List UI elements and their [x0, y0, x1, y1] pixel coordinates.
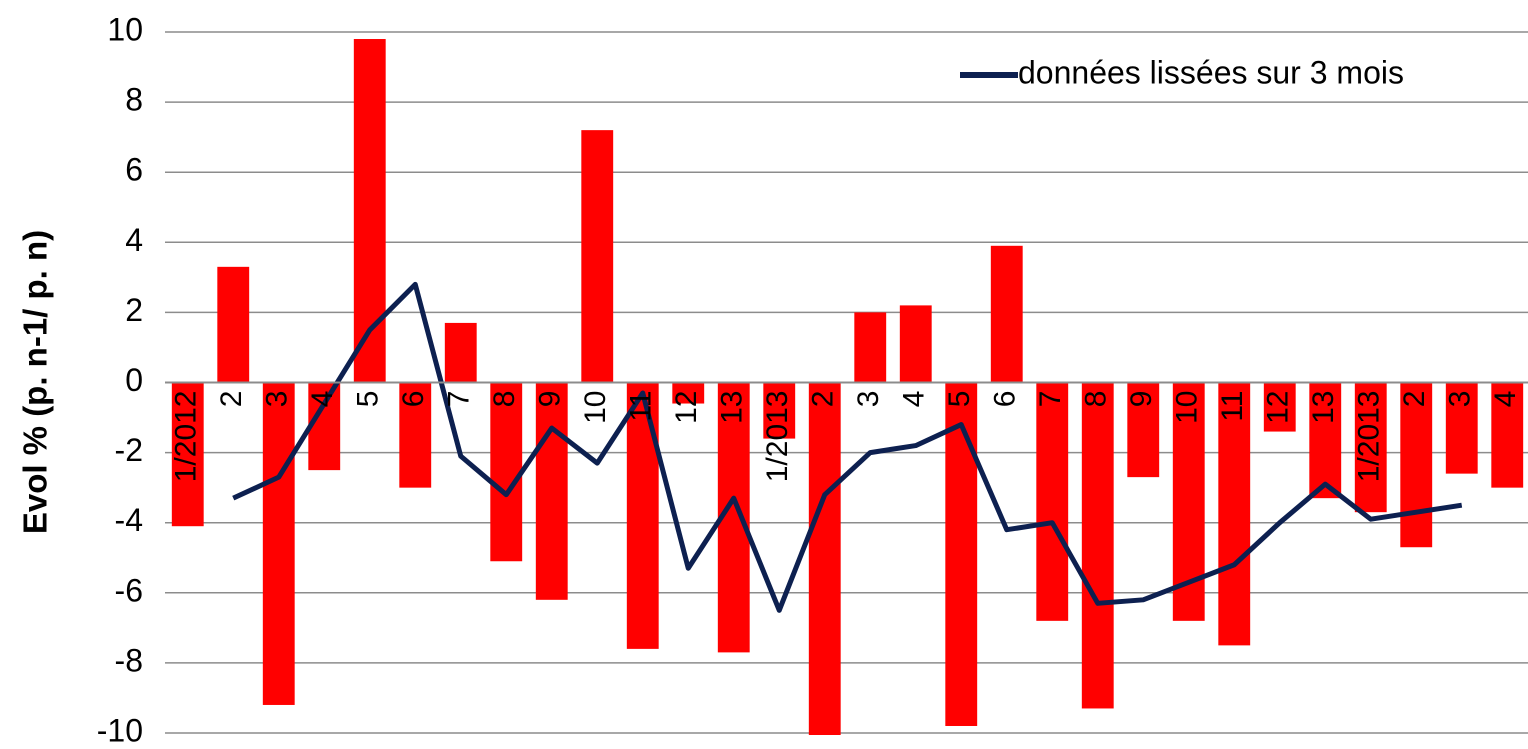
y-tick-label: 0	[125, 362, 143, 398]
x-tick-label: 10	[1171, 391, 1204, 424]
x-tick-label: 11	[1216, 391, 1249, 422]
bar	[1036, 382, 1069, 621]
x-tick-label: 2	[807, 391, 840, 408]
x-tick-label: 13	[716, 391, 749, 424]
bar	[808, 382, 841, 735]
y-tick-label: 2	[125, 292, 143, 328]
bar	[1309, 382, 1342, 499]
y-tick-label: 6	[125, 152, 143, 188]
x-tick-label: 8	[1080, 391, 1113, 408]
bar	[399, 382, 432, 488]
x-tick-label: 2	[1398, 391, 1431, 408]
x-tick-label: 3	[261, 391, 294, 408]
y-tick-label: -10	[97, 712, 143, 748]
bar	[490, 382, 523, 562]
bar	[1400, 382, 1433, 548]
x-tick-label: 10	[579, 391, 612, 424]
bar	[262, 382, 295, 705]
x-tick-label: 6	[989, 391, 1022, 408]
x-tick-label: 12	[670, 391, 703, 424]
x-tick-label: 7	[1034, 391, 1067, 408]
x-tick-label: 4	[898, 391, 931, 408]
x-tick-label: 9	[534, 391, 567, 408]
bar	[899, 305, 932, 383]
x-tick-label: 3	[1444, 391, 1477, 408]
y-tick-label: 8	[125, 82, 143, 118]
x-tick-label: 7	[443, 391, 476, 408]
plot	[171, 39, 1524, 735]
bar	[171, 382, 204, 527]
bar	[945, 382, 978, 726]
bar	[444, 322, 477, 383]
x-tick-label: 2	[215, 391, 248, 408]
x-tick-label: 1/2013	[1353, 391, 1386, 483]
bar	[990, 245, 1023, 383]
bar	[1445, 382, 1478, 474]
x-tick-label: 13	[1307, 391, 1340, 424]
y-tick-label: -6	[115, 572, 143, 608]
legend-label: données lissées sur 3 mois	[1018, 54, 1404, 90]
bar	[1218, 382, 1251, 646]
y-tick-label: 4	[125, 222, 143, 258]
y-tick-label: -8	[115, 642, 143, 678]
x-tick-label: 1/2012	[170, 391, 203, 483]
x-tick-label: 6	[397, 391, 430, 408]
bar	[1263, 382, 1296, 432]
y-axis-label: Evol % (p. n-1/ p. n)	[17, 230, 54, 534]
bar	[1491, 382, 1524, 488]
bar	[353, 39, 386, 383]
x-tick-label: 11	[625, 391, 658, 422]
bar	[308, 382, 341, 471]
line	[232, 281, 1463, 613]
y-tick-label: -4	[115, 502, 143, 538]
bar	[763, 382, 796, 439]
x-tick-label: 4	[306, 391, 339, 408]
bar	[1354, 382, 1387, 513]
y-tick-label: 10	[107, 11, 143, 47]
x-tick-label: 9	[1125, 391, 1158, 408]
y-tick-label: -2	[115, 432, 143, 468]
bar	[581, 130, 614, 383]
bar	[1081, 382, 1114, 709]
x-tick-label: 5	[943, 391, 976, 408]
x-tick-label: 1/2013	[761, 391, 794, 483]
bar	[672, 382, 705, 404]
x-tick-label: 12	[1262, 391, 1295, 424]
bar	[1127, 382, 1160, 478]
bar	[854, 312, 887, 383]
bar	[217, 266, 250, 383]
x-tick-label: 5	[352, 391, 385, 408]
x-tick-label: 8	[488, 391, 521, 408]
x-tick-label: 4	[1489, 391, 1522, 408]
bar	[535, 382, 568, 600]
x-tick-label: 3	[852, 391, 885, 408]
